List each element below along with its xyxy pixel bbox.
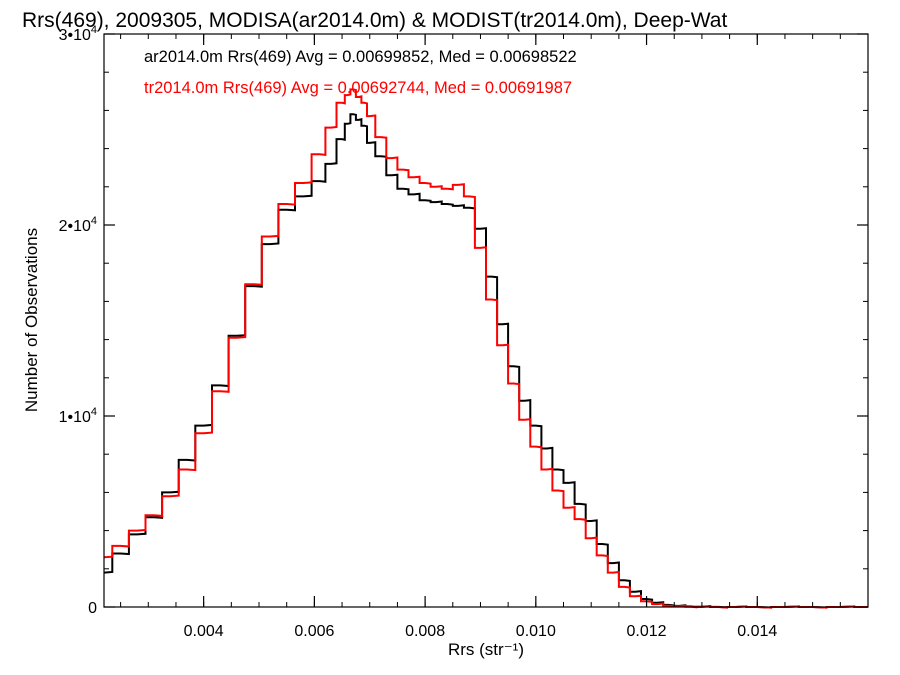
x-tick-label: 0.004 — [184, 623, 224, 640]
y-tick-label: 1•104 — [59, 406, 97, 426]
series-line-tr2014.0m — [103, 88, 868, 609]
plot-area: 0.004 0.006 0.008 0.010 0.012 0.014 0 1•104 2•10… — [59, 24, 869, 640]
annotation-tr2014: tr2014.0m Rrs(469) Avg = 0.00692744, Med… — [144, 79, 572, 97]
y-tick-label: 0 — [88, 600, 97, 617]
y-axis-label: Number of Observations — [22, 228, 41, 412]
plot-frame — [103, 33, 869, 608]
x-tick-label: 0.012 — [627, 623, 667, 640]
series-line-ar2014.0m — [103, 113, 868, 609]
x-axis-label: Rrs (str⁻¹) — [448, 640, 524, 659]
y-tick-label: 3•104 — [59, 24, 97, 44]
annotation-ar2014: ar2014.0m Rrs(469) Avg = 0.00699852, Med… — [144, 48, 577, 66]
chart-title: Rrs(469), 2009305, MODISA(ar2014.0m) & M… — [22, 9, 727, 32]
x-tick-label: 0.014 — [737, 623, 777, 640]
x-tick-label: 0.006 — [294, 623, 334, 640]
y-tick-label: 2•104 — [59, 215, 97, 235]
x-tick-label: 0.008 — [405, 623, 445, 640]
x-tick-label: 0.010 — [516, 623, 556, 640]
